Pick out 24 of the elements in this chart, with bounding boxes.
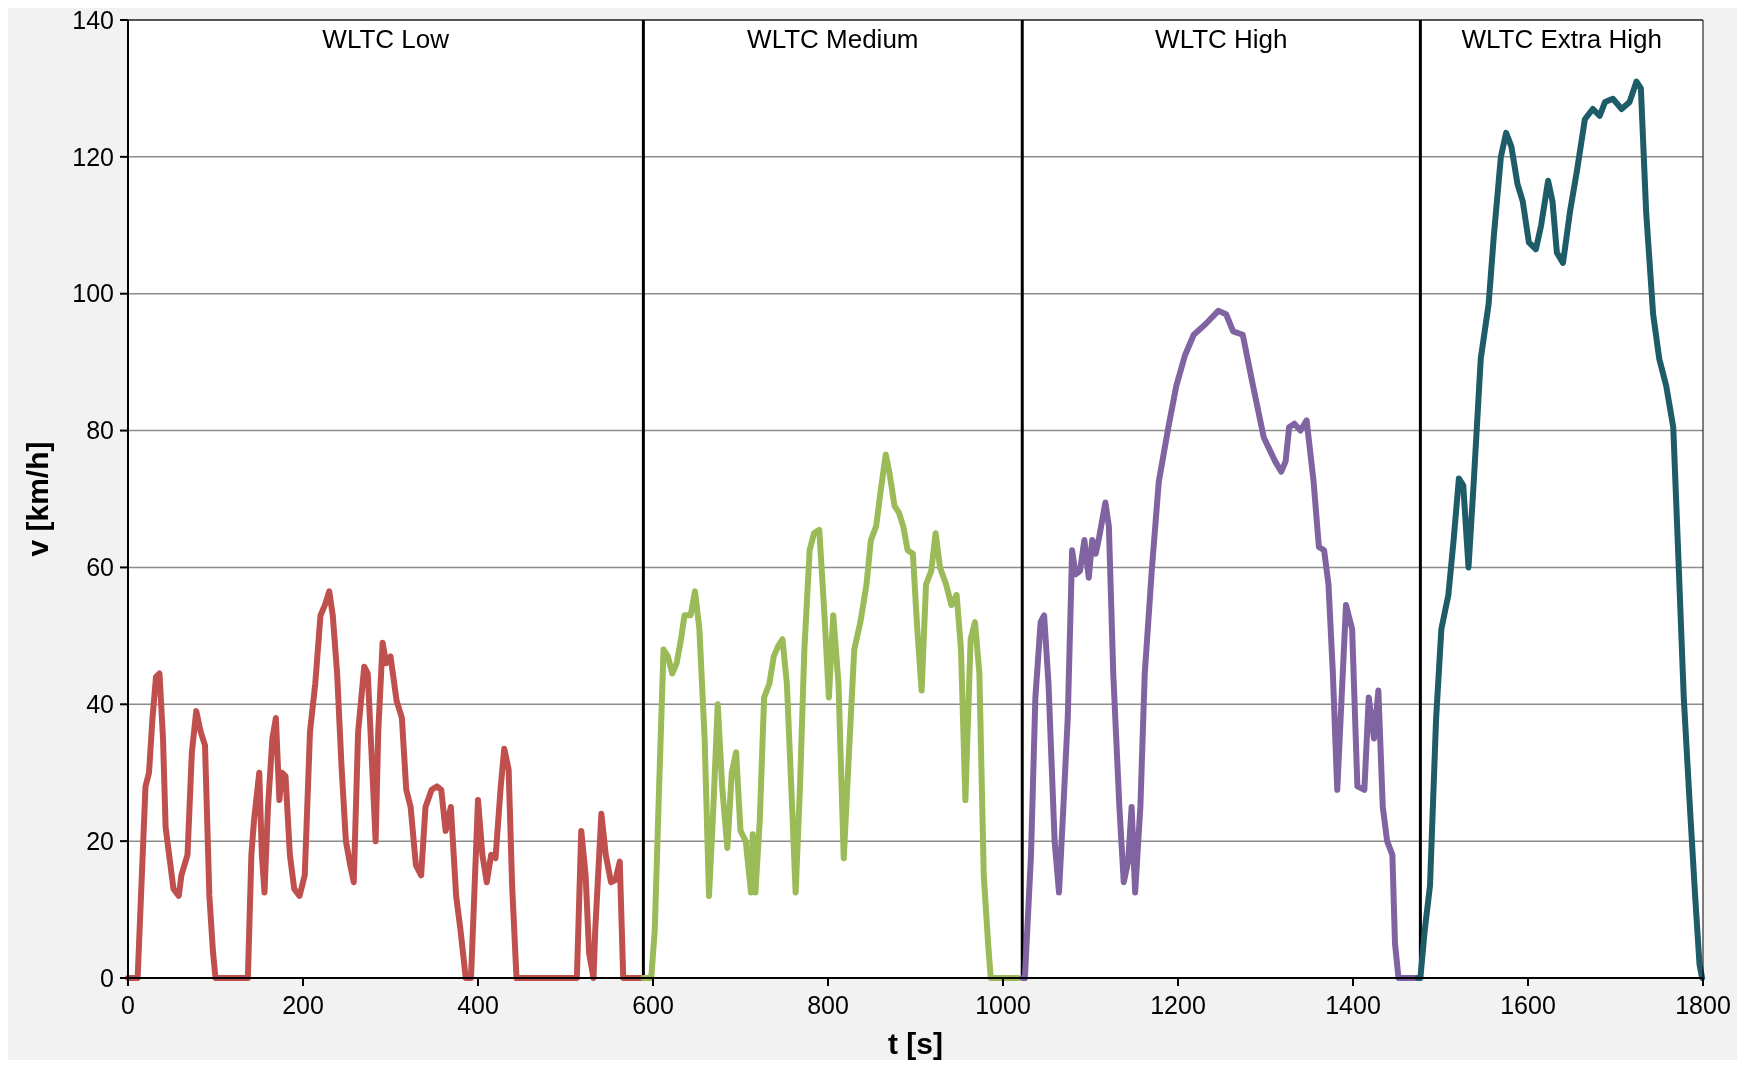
annotation: WLTC Medium [747,24,919,54]
y-tick-label: 120 [72,142,114,171]
x-tick-label: 400 [457,991,499,1019]
y-tick-label: 140 [72,5,114,34]
y-tick-label: 0 [100,963,114,992]
x-axis-title: t [s] [888,1027,943,1060]
y-tick-label: 80 [86,416,114,445]
x-tick-label: 800 [807,991,849,1019]
y-tick-label: 100 [72,279,114,308]
x-tick-label: 1200 [1150,991,1206,1019]
annotation: WLTC Low [322,24,450,54]
x-tick-label: 1600 [1500,991,1556,1019]
y-tick-label: 60 [86,553,114,582]
y-tick-label: 20 [86,826,114,855]
x-tick-label: 1000 [975,991,1031,1019]
x-tick-label: 200 [282,991,324,1019]
annotation: WLTC Extra High [1461,24,1662,54]
x-tick-label: 600 [632,991,674,1019]
y-tick-label: 40 [86,690,114,719]
x-tick-label: 1400 [1325,991,1381,1019]
y-axis-title: v [km/h] [21,441,54,557]
x-tick-label: 1800 [1675,991,1731,1019]
x-tick-label: 0 [121,991,135,1019]
annotation: WLTC High [1155,24,1288,54]
